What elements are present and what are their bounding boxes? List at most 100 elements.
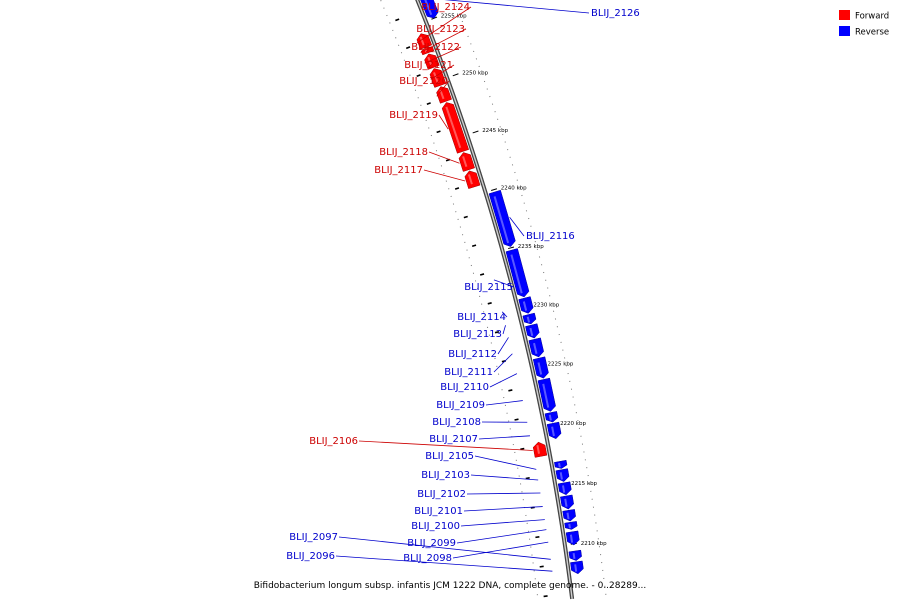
- gene-label-blij-2106[interactable]: BLIJ_2106: [309, 436, 358, 447]
- gene-leader-line: [478, 435, 530, 440]
- legend-reverse-label: Reverse: [855, 28, 889, 38]
- gene-arrow-blij-2096[interactable]: [570, 560, 584, 575]
- minor-tick: [543, 595, 548, 598]
- gene-label-blij-2119[interactable]: BLIJ_2119: [389, 110, 438, 121]
- gene-label-blij-2114[interactable]: BLIJ_2114: [457, 312, 506, 323]
- gene-label-blij-2124[interactable]: BLIJ_2124: [421, 2, 470, 13]
- tick-mark: [452, 73, 459, 77]
- gene-label-blij-2099[interactable]: BLIJ_2099: [407, 538, 456, 549]
- gene-sheen: [467, 174, 473, 185]
- gene-arrow-blij-2097[interactable]: [568, 549, 582, 561]
- gene-arrow-blij-2118[interactable]: [458, 152, 475, 172]
- gene-arrow-blij-2115[interactable]: [505, 248, 530, 298]
- tick-label: 2225 kbp: [547, 362, 573, 368]
- gene-label-blij-2109[interactable]: BLIJ_2109: [436, 400, 485, 411]
- gene-label-blij-2121[interactable]: BLIJ_2121: [404, 60, 453, 71]
- gene-leader-line: [456, 529, 547, 544]
- gene-leader-line: [493, 353, 513, 373]
- gene-sheen: [522, 301, 528, 311]
- gene-label-blij-2122[interactable]: BLIJ_2122: [411, 42, 460, 53]
- tick-label: 2210 kbp: [581, 541, 607, 547]
- gene-arrow-blij-2121[interactable]: [429, 68, 447, 88]
- gene-label-blij-2105[interactable]: BLIJ_2105: [425, 451, 474, 462]
- gene-arrow-blij-2109[interactable]: [537, 377, 556, 412]
- minor-tick: [479, 273, 485, 276]
- gene-arrow-blij-2126[interactable]: [415, 0, 439, 19]
- gene-arrow-blij-2116[interactable]: [488, 189, 516, 247]
- gene-label-blij-2116[interactable]: BLIJ_2116: [526, 231, 575, 242]
- gene-leader-line: [463, 506, 543, 512]
- gene-label-blij-2120[interactable]: BLIJ_2120: [399, 76, 448, 87]
- minor-tick: [539, 565, 544, 568]
- gene-label-blij-2102[interactable]: BLIJ_2102: [417, 489, 466, 500]
- gene-leader-line: [452, 541, 549, 559]
- gene-label-blij-2108[interactable]: BLIJ_2108: [432, 417, 481, 428]
- gene-arrow-blij-2107[interactable]: [546, 421, 562, 440]
- gene-label-blij-2100[interactable]: BLIJ_2100: [411, 521, 460, 532]
- gene-sheen: [424, 48, 428, 53]
- gene-leader-line: [424, 46, 462, 64]
- gene-label-blij-2097[interactable]: BLIJ_2097: [289, 532, 338, 543]
- gene-sheen: [566, 512, 570, 520]
- gene-sheen: [537, 362, 543, 375]
- minor-tick: [405, 46, 411, 50]
- gene-sheen: [529, 327, 534, 337]
- minor-tick: [416, 74, 421, 77]
- gene-arrow-blij-2119[interactable]: [441, 102, 470, 154]
- sequence-caption: Bifidobacterium longum subsp. infantis J…: [254, 581, 647, 591]
- gene-arrow-blij-2106[interactable]: [532, 441, 548, 458]
- gene-arrow-blij-2114[interactable]: [518, 296, 534, 314]
- gene-sheen: [542, 383, 550, 408]
- gene-label-blij-2115[interactable]: BLIJ_2115: [464, 282, 513, 293]
- gene-label-blij-2103[interactable]: BLIJ_2103: [421, 470, 470, 481]
- gene-arrow-blij-2110[interactable]: [532, 356, 549, 379]
- gene-arrow-blij-2098[interactable]: [565, 530, 580, 546]
- minor-tick: [535, 535, 540, 539]
- gene-label-blij-2113[interactable]: BLIJ_2113: [453, 329, 502, 340]
- gene-sheen: [493, 196, 510, 244]
- backbone-highlight: [416, 0, 573, 600]
- gene-label-blij-2117[interactable]: BLIJ_2117: [374, 165, 423, 176]
- gene-arrow-blij-2099[interactable]: [564, 521, 578, 530]
- gene-sheen: [574, 564, 578, 572]
- gene-label-blij-2112[interactable]: BLIJ_2112: [448, 349, 497, 360]
- gene-label-blij-2098[interactable]: BLIJ_2098: [403, 553, 452, 564]
- gene-labels: BLIJ_2126 BLIJ_2124 BLIJ_2123 BLIJ_2122 BLIJ…: [286, 0, 640, 572]
- gene-sheen: [568, 523, 571, 529]
- gene-label-blij-2126[interactable]: BLIJ_2126: [591, 8, 640, 19]
- gene-arrow-blij-2102[interactable]: [557, 481, 572, 496]
- gene-leader-line: [444, 0, 590, 14]
- gene-label-blij-2110[interactable]: BLIJ_2110: [440, 382, 489, 393]
- gene-label-blij-2118[interactable]: BLIJ_2118: [379, 147, 428, 158]
- gene-label-blij-2096[interactable]: BLIJ_2096: [286, 551, 335, 562]
- gene-leader-line: [430, 64, 455, 80]
- gene-leader-line: [493, 279, 515, 288]
- gene-leader-line: [436, 80, 450, 97]
- gene-arrow-blij-2113[interactable]: [522, 312, 537, 325]
- gene-sheen: [536, 445, 540, 454]
- gene-arrow-blij-2105[interactable]: [554, 459, 568, 469]
- gene-arrow-blij-2112[interactable]: [525, 323, 540, 339]
- gene-label-blij-2107[interactable]: BLIJ_2107: [429, 434, 478, 445]
- gene-arrow-blij-2101[interactable]: [560, 494, 574, 510]
- minor-tick: [494, 330, 500, 334]
- minor-tick: [463, 215, 468, 219]
- gene-leader-line: [420, 28, 467, 53]
- gene-label-blij-2111[interactable]: BLIJ_2111: [444, 367, 493, 378]
- gene-arrow-blij-2122[interactable]: [424, 53, 440, 70]
- gene-leader-line: [338, 536, 551, 560]
- gene-sheen: [445, 106, 462, 149]
- gene-leader-line: [423, 169, 466, 182]
- gene-arrow-blij-2100[interactable]: [562, 509, 576, 522]
- gene-leader-line: [466, 492, 541, 495]
- gene-arrow-blij-2103[interactable]: [555, 468, 570, 482]
- gene-arrow-blij-2111[interactable]: [528, 337, 544, 358]
- gene-arrow-blij-2117[interactable]: [464, 170, 481, 189]
- gene-label-blij-2123[interactable]: BLIJ_2123: [416, 24, 465, 35]
- gene-arrow-blij-2108[interactable]: [544, 411, 559, 423]
- gene-sheen: [548, 414, 552, 421]
- gene-label-blij-2101[interactable]: BLIJ_2101: [414, 506, 463, 517]
- tick-label: 2220 kbp: [560, 421, 586, 427]
- gene-arrow-blij-2124[interactable]: [416, 33, 433, 50]
- tick-label: 2255 kbp: [441, 14, 467, 20]
